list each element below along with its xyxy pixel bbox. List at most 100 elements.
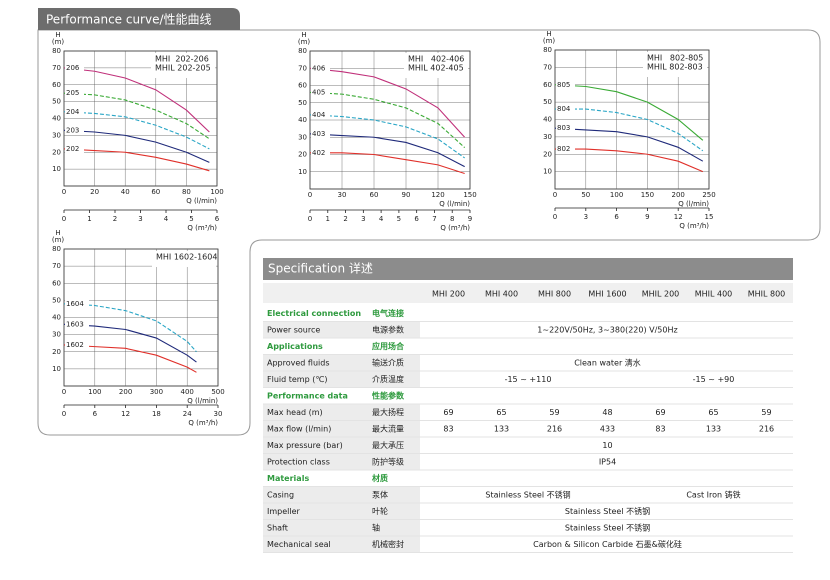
x2-tick-label: 2	[343, 215, 347, 223]
curve-label-bg	[65, 299, 89, 308]
y-tick-label: 50	[52, 296, 61, 304]
x2-tick-label: 6	[614, 213, 619, 221]
cell: 48	[602, 408, 612, 417]
x-tick-label: 20	[90, 188, 99, 196]
curve-label-bg	[311, 88, 330, 97]
curve	[310, 152, 465, 174]
row-label-cn: 最大承压	[372, 440, 404, 450]
curve-label-bg	[556, 80, 575, 89]
legend-entry: MHIL 802-803	[647, 63, 703, 72]
cell: Cast Iron 铸铁	[686, 489, 740, 499]
cell: 1~220V/50Hz, 3~380(220) V/50Hz	[537, 325, 677, 334]
x-tick-label: 80	[182, 188, 191, 196]
x2-axis-label: Q (m³/h)	[440, 224, 470, 232]
x2-tick-label: 0	[62, 410, 66, 418]
x2-tick-label: 2	[113, 215, 117, 223]
y-tick-label: 30	[298, 133, 307, 141]
y-tick-label: 50	[543, 98, 552, 106]
x-axis-label: Q (l/min)	[678, 200, 709, 208]
x2-tick-label: 0	[308, 215, 312, 223]
curve-label-bg	[556, 145, 575, 154]
curve-label-bg	[311, 64, 330, 73]
legend-box	[152, 251, 216, 267]
label-cell	[263, 454, 420, 470]
section-title: Electrical connection	[267, 309, 361, 318]
row-label: Shaft	[267, 523, 288, 532]
curve	[63, 129, 210, 163]
x2-tick-label: 4	[164, 215, 169, 223]
column-header: MHI 200	[432, 290, 465, 299]
x2-tick-label: 1	[326, 215, 330, 223]
curve-label: 203	[66, 126, 79, 134]
y-tick-label: 80	[543, 46, 552, 54]
curve	[309, 67, 466, 138]
curve	[63, 67, 210, 133]
spec-title: Specification 详述	[268, 261, 373, 276]
section-title: Performance data	[267, 391, 348, 400]
cell: Stainless Steel 不锈钢	[565, 506, 650, 516]
cell: 133	[706, 424, 721, 433]
y-tick-label: 30	[543, 133, 552, 141]
row-label: Max head (m)	[267, 408, 323, 417]
section-title: Materials	[267, 474, 309, 483]
row-label: Fluid temp (℃)	[267, 375, 327, 384]
x2-tick-label: 4	[379, 215, 384, 223]
x-tick-label: 400	[181, 388, 194, 396]
y-tick-label: 20	[52, 148, 61, 156]
x-tick-label: 100	[88, 388, 101, 396]
cell: -15 ~ +110	[505, 375, 552, 384]
row-label-cn: 介质温度	[372, 374, 404, 384]
y-tick-label: 20	[52, 348, 61, 356]
x-tick-label: 200	[119, 388, 132, 396]
y-tick-label: 10	[543, 168, 552, 176]
row-label-cn: 叶轮	[372, 506, 388, 516]
curve-label-bg	[65, 107, 84, 116]
legend-entry: MHIL 202-205	[155, 64, 211, 73]
x-tick-label: 0	[308, 191, 312, 199]
curve	[309, 91, 466, 149]
x-tick-label: 120	[431, 191, 444, 199]
y-axis-unit: (m)	[52, 38, 65, 46]
curve-label-bg	[65, 340, 89, 349]
curve	[63, 92, 210, 140]
curve-label-bg	[556, 124, 575, 133]
x-tick-label: 90	[402, 191, 411, 199]
label-cell	[263, 404, 420, 420]
x-tick-label: 100	[610, 191, 623, 199]
legend-box	[151, 53, 215, 78]
label-cell	[263, 371, 420, 387]
x2-tick-label: 0	[62, 215, 66, 223]
x-tick-label: 0	[553, 191, 557, 199]
y-axis-label: H	[55, 229, 60, 237]
header-tab	[38, 8, 240, 30]
x-tick-label: 300	[150, 388, 163, 396]
x-axis-label: Q (l/min)	[186, 197, 217, 205]
x2-tick-label: 0	[553, 213, 557, 221]
cell: Clean water 清水	[574, 357, 641, 367]
x2-tick-label: 18	[152, 410, 161, 418]
y-tick-label: 80	[52, 245, 61, 253]
curve-label: 205	[66, 89, 79, 97]
section-title-cn: 应用场合	[372, 341, 405, 351]
label-cell	[263, 355, 420, 371]
curve-label: 404	[312, 111, 326, 119]
legend-box	[404, 53, 468, 78]
y-tick-label: 60	[52, 81, 61, 89]
curve-label-bg	[65, 320, 89, 329]
y-axis-unit: (m)	[52, 236, 65, 244]
x2-tick-label: 15	[705, 213, 714, 221]
x-tick-label: 60	[151, 188, 160, 196]
x-tick-label: 150	[463, 191, 476, 199]
cell: IP54	[599, 457, 616, 466]
x-tick-label: 500	[211, 388, 224, 396]
x2-tick-label: 9	[468, 215, 472, 223]
curve-label: 402	[312, 149, 325, 157]
x2-axis-label: Q (m³/h)	[187, 224, 217, 232]
column-header: MHIL 800	[748, 290, 786, 299]
y-tick-label: 40	[543, 116, 552, 124]
x-axis-label: Q (l/min)	[439, 200, 470, 208]
x2-tick-label: 9	[645, 213, 649, 221]
x2-tick-label: 5	[397, 215, 401, 223]
x-tick-label: 50	[581, 191, 590, 199]
y-tick-label: 60	[543, 81, 552, 89]
